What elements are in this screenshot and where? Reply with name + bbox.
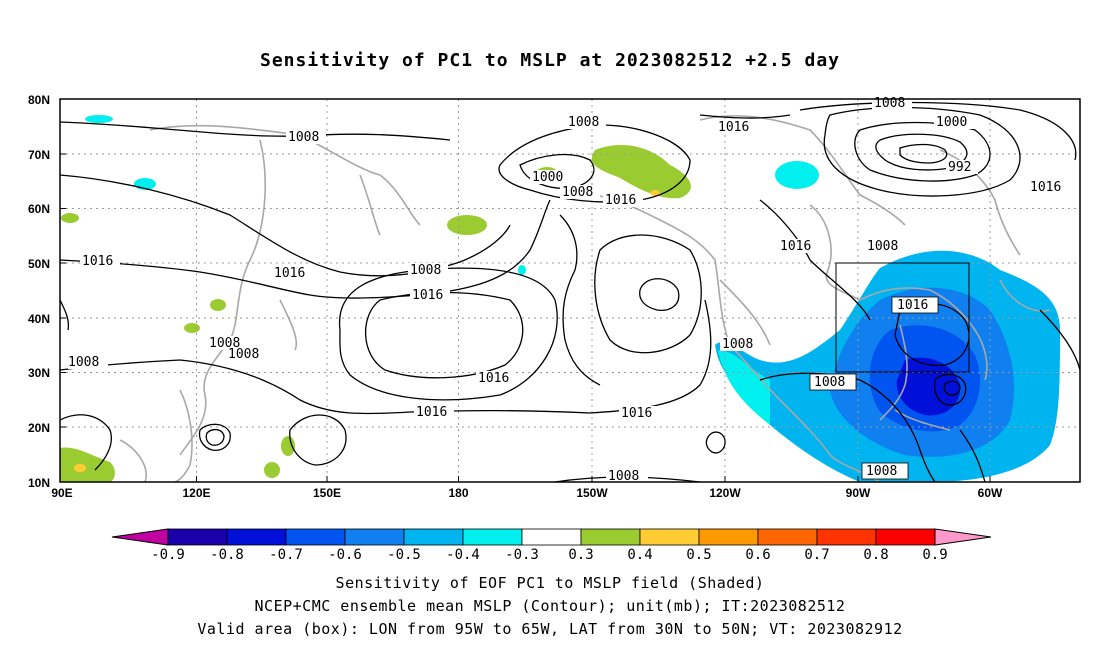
- colorbar-label: 0.3: [568, 547, 593, 563]
- x-tick-label: 150W: [576, 486, 608, 500]
- colorbar-label: 0.8: [863, 547, 888, 563]
- contour-label: 992: [948, 160, 971, 175]
- japan-positive-dot-2: [184, 323, 200, 333]
- contour-label: 1008: [68, 355, 99, 370]
- colorbar-swatch: [816, 528, 877, 546]
- y-tick-label: 40N: [28, 312, 50, 326]
- north-atlantic-negative-patch: [775, 161, 819, 189]
- pacific-positive-dot-2: [264, 462, 280, 478]
- contour-label: 1008: [228, 347, 259, 362]
- colorbar-swatch: [285, 528, 346, 546]
- contour-label: 1016: [621, 406, 652, 421]
- y-tick-label: 60N: [28, 202, 50, 216]
- pacific-positive-dot-1: [281, 436, 295, 456]
- y-tick-label: 20N: [28, 421, 50, 435]
- colorbar-label: 0.5: [686, 547, 711, 563]
- y-tick-label: 50N: [28, 257, 50, 271]
- contour-label: 1008: [608, 469, 639, 484]
- japan-positive-dot-1: [210, 299, 226, 311]
- contour-label: 1008: [814, 375, 845, 390]
- gulf-of-alaska-negative-dot: [518, 265, 526, 275]
- colorbar-label: -0.4: [446, 547, 480, 563]
- y-tick-label: 10N: [28, 476, 50, 490]
- tick-marks: [60, 98, 991, 482]
- footer-line-1: Sensitivity of EOF PC1 to MSLP field (Sh…: [335, 574, 765, 592]
- arctic-positive-patch: [591, 145, 691, 199]
- colorbar-swatch: [403, 528, 464, 546]
- colorbar-swatch: [167, 528, 228, 546]
- contour-label: 1016: [478, 371, 509, 386]
- se-asia-orange-dot: [74, 464, 86, 472]
- colorbar-label: -0.7: [269, 547, 303, 563]
- mslp-contours: [59, 101, 1081, 483]
- contour-label: 1016: [82, 254, 113, 269]
- contour-label: 1008: [866, 464, 897, 479]
- contour-label: 1008: [867, 239, 898, 254]
- contour-label: 1016: [416, 405, 447, 420]
- colorbar-swatch: [698, 528, 759, 546]
- contour-label: 1008: [562, 185, 593, 200]
- contour-label: 1008: [568, 115, 599, 130]
- x-tick-label: 90W: [846, 486, 871, 500]
- se-asia-positive-patch: [60, 447, 115, 482]
- contour-label: 1008: [288, 130, 319, 145]
- contour-label: 1008: [410, 263, 441, 278]
- colorbar-swatch: [639, 528, 700, 546]
- colorbar-label: -0.8: [210, 547, 244, 563]
- colorbar-swatch: [757, 528, 818, 546]
- y-tick-label: 70N: [28, 148, 50, 162]
- valid-area-box: [835, 262, 970, 373]
- arctic-orange-dot: [650, 190, 660, 196]
- footer-line-2: NCEP+CMC ensemble mean MSLP (Contour); u…: [254, 597, 846, 615]
- colorbar-low-end-triangle: [111, 528, 169, 546]
- x-tick-label: 150E: [313, 486, 341, 500]
- colorbar-label: 0.6: [745, 547, 770, 563]
- y-tick-label: 80N: [28, 93, 50, 107]
- colorbar-label: -0.5: [387, 547, 421, 563]
- colorbar-swatch: [226, 528, 287, 546]
- x-tick-label: 120E: [182, 486, 210, 500]
- coastlines: [119, 115, 1051, 483]
- nw-pacific-negative-dot-2: [85, 115, 113, 123]
- contour-label: 1016: [897, 298, 928, 313]
- contour-label: 1016: [605, 193, 636, 208]
- colorbar-label: -0.3: [505, 547, 539, 563]
- grid: [60, 99, 1080, 482]
- y-axis-labels: 80N 70N 60N 50N 40N 30N 20N 10N: [28, 93, 50, 490]
- x-axis-labels: 90E 120E 150E 180 150W 120W 90W 60W: [51, 486, 1003, 500]
- colorbar: -0.9 -0.8 -0.7 -0.6 -0.5 -0.4 -0.3 0.3 0.4 0.5 0.6…: [111, 528, 992, 563]
- contour-label: 1008: [722, 337, 753, 352]
- contour-label: 1016: [274, 266, 305, 281]
- contour-label: 1000: [532, 170, 563, 185]
- contour-label: 1016: [412, 288, 443, 303]
- x-tick-label: 120W: [709, 486, 741, 500]
- colorbar-swatch: [521, 528, 582, 546]
- x-tick-label: 60W: [978, 486, 1003, 500]
- y-tick-label: 30N: [28, 366, 50, 380]
- colorbar-label: -0.6: [328, 547, 362, 563]
- x-tick-label: 90E: [51, 486, 72, 500]
- colorbar-label: 0.4: [627, 547, 652, 563]
- colorbar-swatch: [580, 528, 641, 546]
- colorbar-label: -0.9: [151, 547, 185, 563]
- footer-line-3: Valid area (box): LON from 95W to 65W, L…: [197, 620, 903, 638]
- contour-label: 1016: [718, 120, 749, 135]
- colorbar-label: 0.9: [922, 547, 947, 563]
- contour-label: 1016: [780, 239, 811, 254]
- colorbar-label: 0.7: [804, 547, 829, 563]
- negative-sensitivity-region-cyan-edge: [718, 350, 770, 425]
- colorbar-swatch: [462, 528, 523, 546]
- colorbar-high-end-triangle: [934, 528, 992, 546]
- bering-positive-patch: [447, 215, 487, 235]
- contour-label: 1016: [1030, 180, 1061, 195]
- colorbar-swatch: [875, 528, 936, 546]
- siberia-positive-dot: [61, 213, 79, 223]
- chart-title: Sensitivity of PC1 to MSLP at 2023082512…: [259, 50, 840, 71]
- map-frame: [59, 98, 1081, 483]
- contour-label: 1000: [936, 115, 967, 130]
- x-tick-label: 180: [448, 486, 468, 500]
- colorbar-swatch: [344, 528, 405, 546]
